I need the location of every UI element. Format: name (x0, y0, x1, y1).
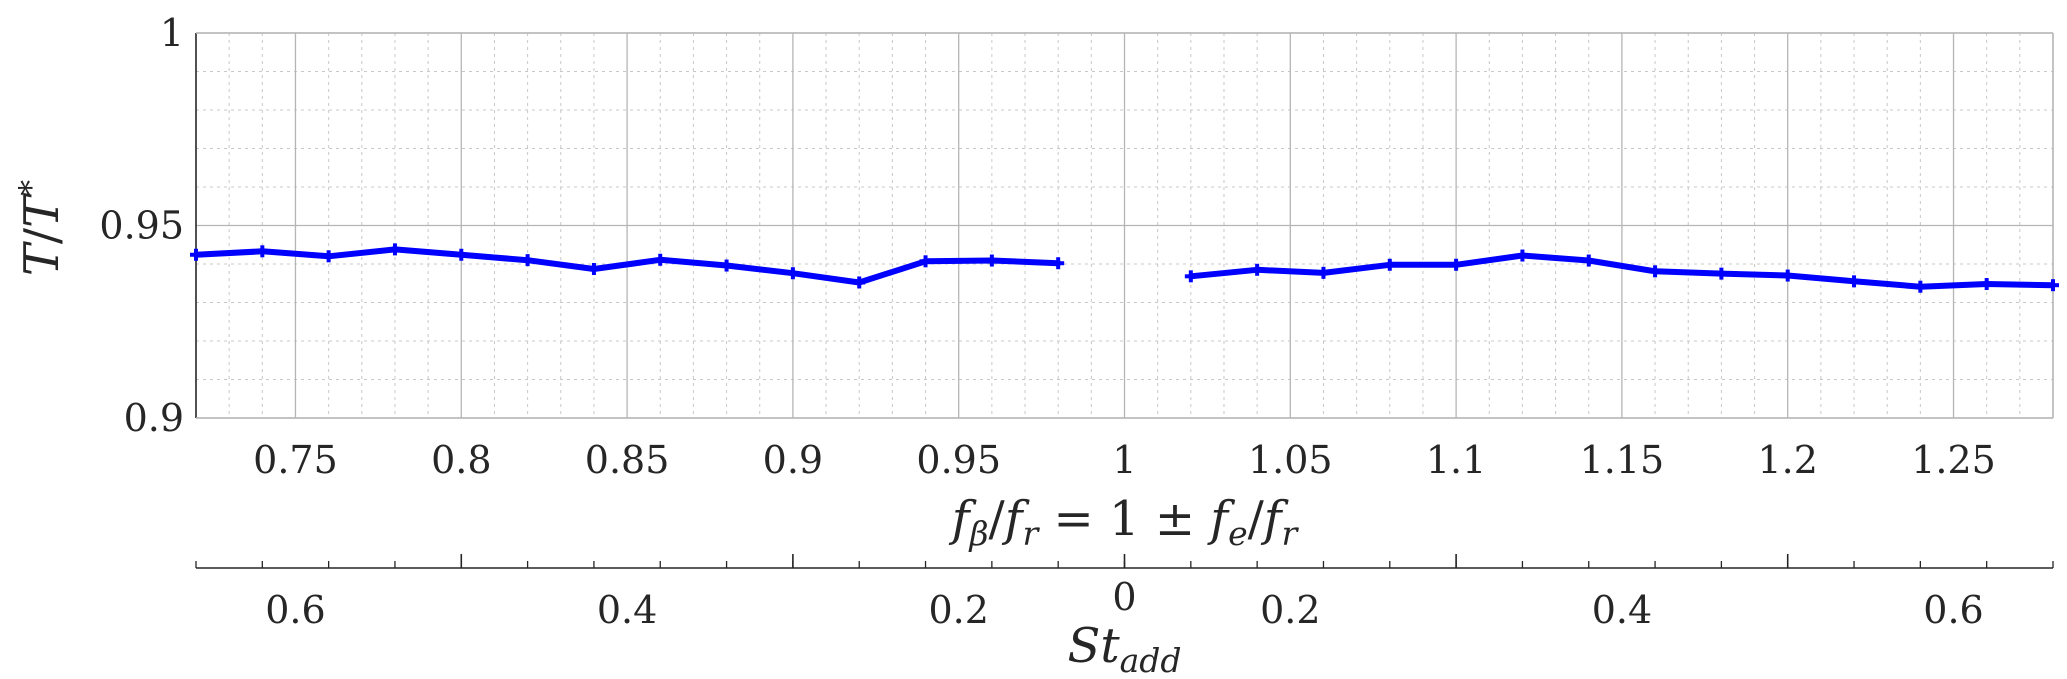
data-point (521, 254, 534, 267)
secondary-x-tick-label: 0 (1112, 575, 1136, 619)
data-point (2047, 279, 2059, 292)
secondary-x-tick-label: 0.2 (1260, 588, 1320, 632)
secondary-x-tick-label: 0.2 (928, 588, 988, 632)
data-point (654, 253, 667, 266)
x-tick-label: 1 (1112, 438, 1136, 482)
data-point (1980, 278, 1993, 291)
data-point (919, 255, 932, 268)
x-tick-label: 1.1 (1426, 438, 1486, 482)
x-tick-label: 1.15 (1580, 438, 1665, 482)
x-tick-label: 0.8 (431, 438, 491, 482)
data-point (1450, 258, 1463, 271)
data-point (1781, 269, 1794, 282)
data-point (720, 259, 733, 272)
x-tick-label: 0.75 (253, 438, 338, 482)
secondary-x-tick-label: 0.4 (597, 588, 657, 632)
data-point (388, 243, 401, 256)
y-axis-label: T/T* (12, 180, 70, 276)
data-point (853, 276, 866, 289)
y-tick-label: 0.95 (99, 204, 184, 248)
data-point (587, 263, 600, 276)
grid (195, 32, 2054, 419)
data-point (1251, 263, 1264, 276)
secondary-x-axis-label: Stadd​ (1067, 618, 1181, 679)
x-tick-label: 1.05 (1248, 438, 1333, 482)
data-point (1516, 249, 1529, 262)
data-point (1848, 275, 1861, 288)
data-point (1715, 267, 1728, 280)
data-point (1582, 254, 1595, 267)
data-point (786, 267, 799, 280)
data-point (1649, 265, 1662, 278)
data-point (455, 248, 468, 261)
ticks-layer: 0.9 0.95 1 0.75 0.8 0.85 0.9 0.95 1 1.05 1.1 1.15 1.… (99, 11, 2054, 632)
data-point (1383, 258, 1396, 271)
secondary-x-tick-label: 0.4 (1592, 588, 1652, 632)
y-tick-label: 0.9 (124, 396, 184, 440)
x-tick-label: 1.25 (1911, 438, 1996, 482)
series-layer (190, 243, 2059, 293)
x-axis-label: fβ​/fr​ = 1 ± fe​/fr​ (949, 491, 1300, 553)
data-point (1914, 280, 1927, 293)
data-point (1317, 266, 1330, 279)
x-tick-label: 0.9 (763, 438, 823, 482)
data-point (322, 250, 335, 263)
data-point (256, 245, 269, 258)
data-point (985, 254, 998, 267)
labels-layer: T/T* fβ​/fr​ = 1 ± fe​/fr​ Stadd​ (12, 180, 1300, 679)
y-tick-label: 1 (160, 11, 184, 55)
data-point (1184, 270, 1197, 283)
x-tick-label: 0.85 (585, 438, 670, 482)
data-point (1052, 257, 1065, 270)
series-line (1187, 252, 2056, 290)
data-point (190, 248, 202, 261)
secondary-x-tick-label: 0.6 (1923, 588, 1983, 632)
secondary-x-tick-label: 0.6 (265, 588, 325, 632)
series-line (193, 246, 1062, 286)
x-tick-label: 0.95 (916, 438, 1001, 482)
x-tick-label: 1.2 (1757, 438, 1817, 482)
